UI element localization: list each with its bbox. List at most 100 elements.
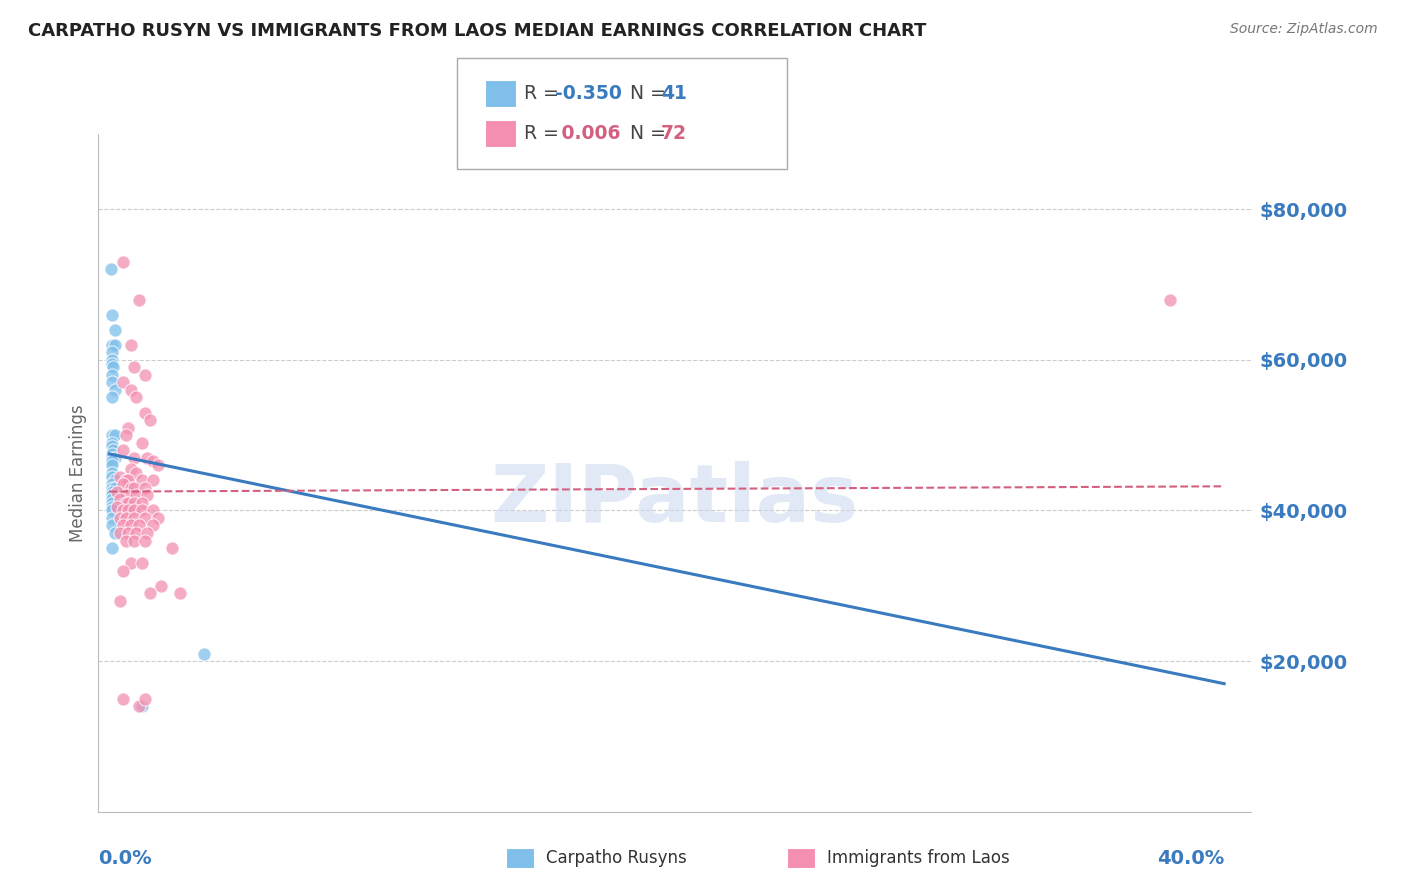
Point (104, 428, 127, 442)
Point (101, 376, 124, 390)
Point (136, 450, 159, 465)
Point (114, 428, 136, 442)
Point (169, 586, 191, 600)
Point (101, 308, 124, 322)
Point (111, 518, 134, 533)
Point (101, 511, 124, 525)
Text: ZIPatlas: ZIPatlas (491, 461, 859, 539)
Point (117, 473, 139, 487)
Point (103, 360, 125, 375)
Point (101, 496, 124, 510)
Point (131, 503, 153, 517)
Point (131, 699, 153, 714)
Point (111, 503, 134, 517)
Text: R =: R = (524, 124, 565, 144)
Point (122, 503, 145, 517)
Point (122, 511, 145, 525)
Point (111, 691, 134, 706)
Point (101, 484, 124, 499)
Point (101, 352, 124, 367)
Point (117, 503, 139, 517)
Point (120, 481, 142, 495)
Point (104, 450, 127, 465)
Point (117, 496, 139, 510)
Point (149, 579, 172, 593)
Text: 0.006: 0.006 (555, 124, 621, 144)
Point (101, 337, 124, 351)
Point (101, 391, 124, 405)
Point (136, 526, 159, 541)
Point (114, 511, 136, 525)
Point (104, 337, 127, 351)
Point (101, 368, 124, 382)
Point (101, 458, 124, 473)
Point (142, 503, 165, 517)
Point (100, 262, 122, 277)
Point (122, 481, 145, 495)
Point (134, 511, 156, 525)
Text: Source: ZipAtlas.com: Source: ZipAtlas.com (1230, 22, 1378, 37)
Point (101, 541, 124, 555)
Point (131, 435, 153, 450)
Point (101, 477, 124, 491)
Text: R =: R = (524, 84, 565, 103)
Point (114, 488, 136, 502)
Point (142, 473, 165, 487)
Point (104, 383, 127, 397)
Text: CARPATHO RUSYN VS IMMIGRANTS FROM LAOS MEDIAN EARNINGS CORRELATION CHART: CARPATHO RUSYN VS IMMIGRANTS FROM LAOS M… (28, 22, 927, 40)
Point (104, 473, 127, 487)
Point (101, 447, 124, 461)
Point (193, 647, 215, 661)
Point (108, 492, 131, 507)
Point (120, 383, 142, 397)
Point (117, 420, 139, 434)
Point (148, 511, 170, 525)
Point (108, 594, 131, 608)
Text: 41: 41 (661, 84, 686, 103)
Point (120, 462, 142, 476)
Point (136, 488, 159, 502)
Point (128, 699, 150, 714)
Point (134, 691, 156, 706)
Point (117, 526, 139, 541)
Point (114, 473, 136, 487)
Point (101, 469, 124, 483)
Point (120, 518, 142, 533)
Point (131, 556, 153, 570)
Point (114, 533, 136, 548)
Point (101, 488, 124, 502)
Point (139, 586, 162, 600)
Point (101, 492, 124, 507)
Point (104, 481, 127, 495)
Y-axis label: Median Earnings: Median Earnings (69, 404, 87, 541)
Point (101, 454, 124, 468)
Text: N =: N = (630, 84, 672, 103)
Point (114, 496, 136, 510)
Point (101, 357, 124, 371)
Text: 40.0%: 40.0% (1157, 849, 1225, 868)
Point (101, 500, 124, 514)
Point (142, 518, 165, 533)
Point (120, 556, 142, 570)
Point (101, 439, 124, 453)
Point (120, 337, 142, 351)
Point (108, 469, 131, 483)
Point (128, 293, 150, 307)
Point (125, 466, 148, 480)
Point (122, 496, 145, 510)
Point (107, 500, 129, 514)
Text: Immigrants from Laos: Immigrants from Laos (827, 849, 1010, 867)
Point (111, 376, 134, 390)
Point (134, 481, 156, 495)
Point (101, 481, 124, 495)
Point (101, 428, 124, 442)
Point (101, 435, 124, 450)
Point (111, 477, 134, 491)
Point (108, 526, 131, 541)
Point (111, 443, 134, 458)
Point (134, 533, 156, 548)
Point (101, 503, 124, 517)
Text: 0.0%: 0.0% (98, 849, 152, 868)
Text: Carpatho Rusyns: Carpatho Rusyns (546, 849, 686, 867)
Point (111, 255, 134, 269)
